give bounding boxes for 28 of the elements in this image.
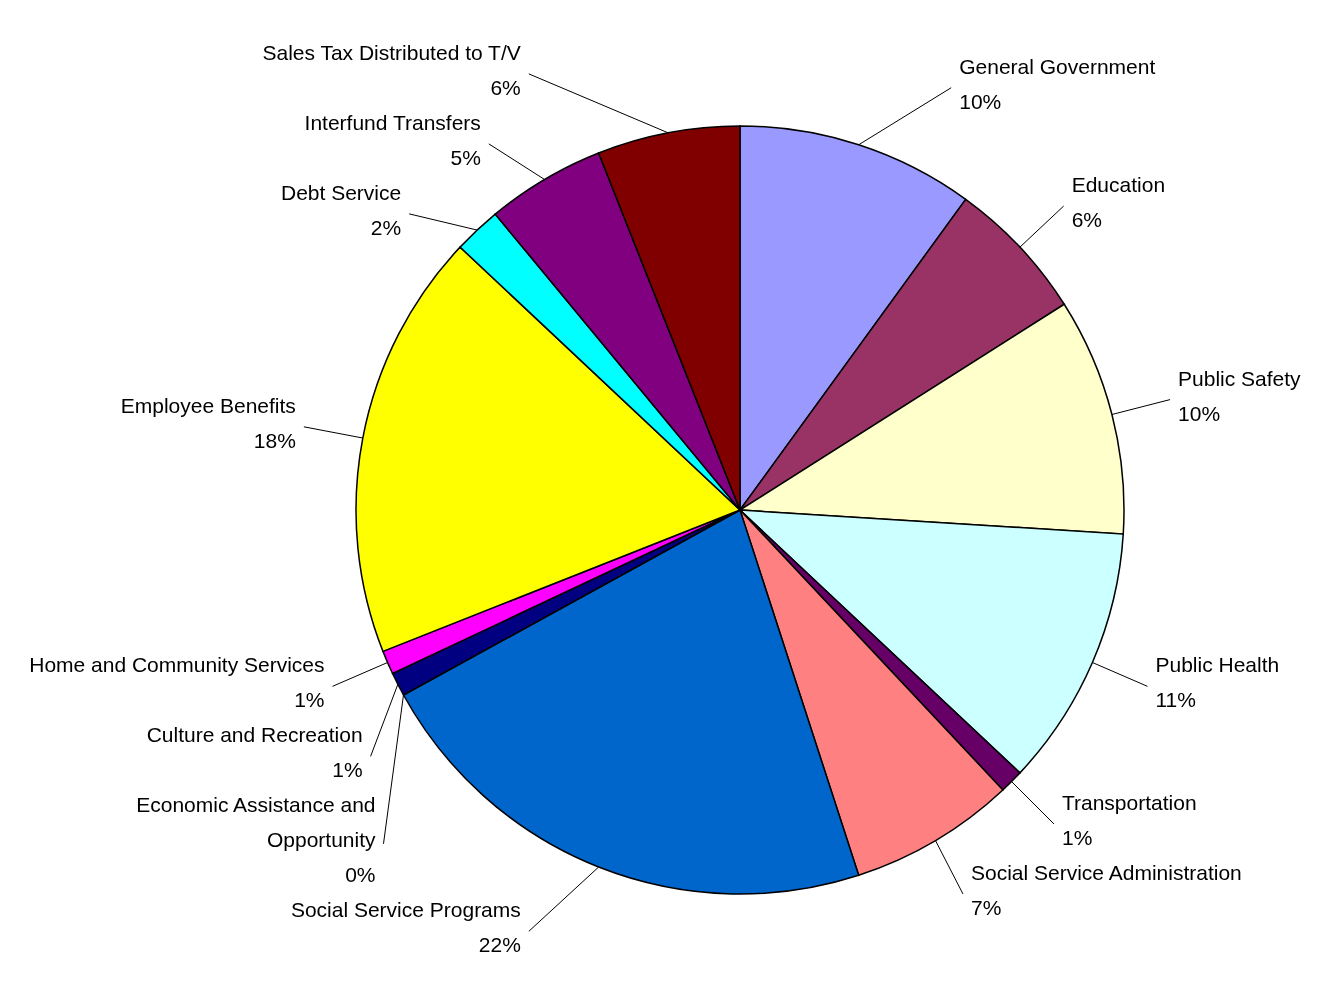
slice-label: Social Service Administration	[970, 860, 1242, 884]
data-label: 2%	[370, 215, 402, 239]
slice-label: Interfund Transfers	[304, 110, 481, 134]
data-label: 10%	[959, 89, 1002, 113]
data-label: 5%	[450, 145, 481, 169]
slice-label: Sales Tax Distributed to T/V	[262, 40, 521, 64]
data-label: 22%	[478, 933, 521, 957]
data-label: 10%	[1178, 401, 1221, 425]
category-label: Economic Assistance and Opportunity	[136, 793, 376, 852]
slice-label: General Government	[959, 54, 1156, 78]
slice-label: Employee Benefits	[120, 393, 296, 417]
slice-label: Debt Service	[280, 180, 402, 204]
data-label: 1%	[294, 688, 325, 712]
slice-label: Public Safety	[1178, 366, 1302, 390]
slice-label: Culture and Recreation	[146, 723, 363, 747]
data-label: 6%	[490, 75, 521, 99]
text: 0%	[345, 863, 376, 887]
data-label: 11%	[1155, 688, 1196, 712]
slice-label: Public Health	[1155, 653, 1280, 677]
data-label: 6%	[1071, 208, 1103, 232]
slice-label: Social Service Programs	[290, 898, 521, 922]
data-label: 7%	[970, 895, 1002, 919]
data-label: 18%	[253, 428, 296, 452]
data-label: 1%	[1061, 825, 1093, 849]
slice-label: Home and Community Services	[29, 653, 325, 677]
slice-label: Transportation	[1061, 790, 1197, 814]
data-label: 1%	[332, 758, 363, 782]
slice-label: Education	[1071, 173, 1166, 197]
